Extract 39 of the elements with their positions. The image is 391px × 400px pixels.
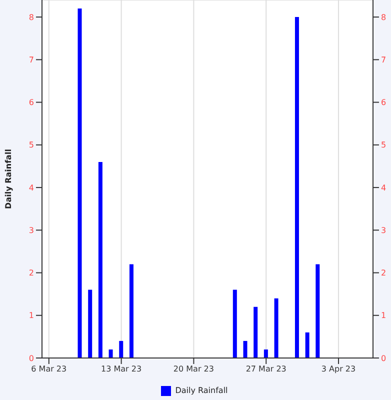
legend-label: Daily Rainfall	[175, 386, 228, 396]
x-tick-label: 6 Mar 23	[31, 364, 67, 374]
bar	[316, 264, 320, 358]
y-tick-label: 2	[28, 268, 34, 278]
bar	[232, 290, 237, 358]
y2-tick-label: 3	[381, 226, 386, 235]
bar	[254, 306, 258, 358]
y-tick-label: 0	[28, 354, 34, 363]
bar	[129, 264, 134, 358]
x-tick-label: 27 Mar 23	[246, 364, 286, 374]
bar	[78, 8, 82, 358]
y-tick-label: 3	[28, 226, 34, 235]
y-tick-label: 4	[28, 183, 34, 192]
y-tick-label: 6	[28, 98, 34, 108]
x-tick-label: 20 Mar 23	[173, 364, 214, 374]
y2-tick-label: 5	[381, 140, 386, 150]
bar	[305, 332, 310, 358]
y-tick-label: 8	[28, 12, 34, 22]
y2-tick-label: 8	[381, 12, 386, 22]
x-tick-label: 13 Mar 23	[101, 364, 142, 374]
y2-tick-label: 7	[381, 56, 386, 65]
y-tick-label: 7	[28, 56, 34, 65]
y2-tick-label: 2	[381, 268, 386, 278]
bar	[108, 349, 113, 358]
y2-tick-label: 4	[381, 183, 386, 192]
bar	[264, 349, 268, 358]
y2-tick-label: 1	[381, 311, 386, 320]
bar	[274, 298, 278, 358]
bar	[243, 340, 248, 358]
bar	[88, 290, 92, 358]
y-tick-label: 5	[28, 140, 34, 150]
bar	[98, 162, 102, 358]
y-axis-title: Daily Rainfall	[4, 148, 13, 209]
bar	[294, 17, 299, 358]
y2-tick-label: 0	[381, 354, 386, 363]
y-tick-label: 1	[28, 311, 34, 320]
x-tick-label: 3 Apr 23	[321, 364, 356, 374]
y2-tick-label: 6	[381, 98, 386, 108]
bar	[119, 340, 124, 358]
